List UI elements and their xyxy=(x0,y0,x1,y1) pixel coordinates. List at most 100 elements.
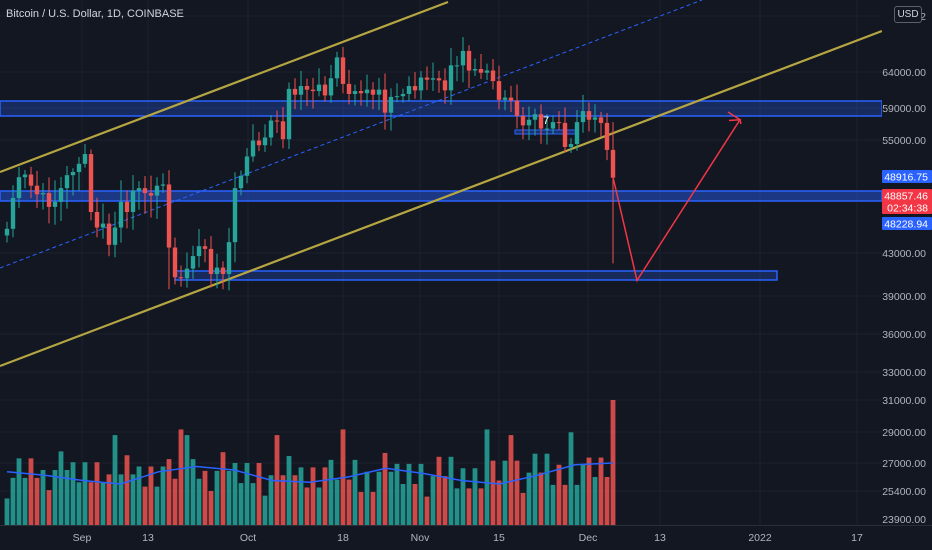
volume-bar xyxy=(268,475,274,525)
volume-bar xyxy=(10,477,16,525)
volume-bar xyxy=(424,496,430,525)
price-tick-label: 64000.00 xyxy=(882,67,926,79)
candle-body xyxy=(568,144,574,147)
candle-body xyxy=(190,256,196,269)
volume-bar xyxy=(16,458,22,525)
candle-body xyxy=(94,211,100,228)
volume-bar xyxy=(586,457,592,525)
time-tick-label: Sep xyxy=(73,532,92,544)
price-tick-label: 39000.00 xyxy=(882,291,926,303)
volume-bar xyxy=(94,462,100,525)
time-axis: Sep 13 Oct 18 Nov 15 Dec 13 2022 17 xyxy=(0,525,932,550)
volume-bar xyxy=(544,453,550,525)
candle-body xyxy=(178,277,184,279)
candle-body xyxy=(364,89,370,94)
volume-bar xyxy=(148,466,154,525)
volume-bar xyxy=(328,459,334,525)
volume-bar xyxy=(244,463,250,525)
candle-body xyxy=(124,201,130,212)
volume-bar xyxy=(430,476,436,525)
volume-bar xyxy=(550,484,556,525)
candle-body xyxy=(610,149,616,178)
volume-bar xyxy=(214,470,220,525)
candle-body xyxy=(256,140,262,146)
volume-bar xyxy=(298,467,304,525)
candle-body xyxy=(310,89,316,92)
candle-body xyxy=(400,93,406,97)
time-tick-label: 13 xyxy=(142,532,154,544)
volume-bar xyxy=(256,463,262,525)
volume-bar xyxy=(502,460,508,525)
volume-bar xyxy=(280,475,286,525)
candle-body xyxy=(238,175,244,189)
candle-body xyxy=(478,69,484,73)
price-tick-label: 27000.00 xyxy=(882,458,926,470)
lower-channel-line xyxy=(0,29,883,368)
candle-body xyxy=(208,248,214,274)
mini-zone xyxy=(514,129,578,135)
price-tag-label: 48228.94 xyxy=(884,219,928,231)
candle-body xyxy=(244,156,250,176)
candle-body xyxy=(532,114,538,120)
candle-body xyxy=(334,57,340,79)
volume-bar xyxy=(160,466,166,525)
volume-bar xyxy=(286,456,292,525)
candle-body xyxy=(322,84,328,96)
volume-moving-average-line xyxy=(6,462,614,485)
price-tick-label: 43000.00 xyxy=(882,248,926,260)
volume-bar xyxy=(478,488,484,525)
volume-bar xyxy=(292,475,298,525)
volume-bar xyxy=(220,452,226,525)
annotation-marker: 7 xyxy=(543,115,549,127)
volume-bar xyxy=(202,470,208,525)
candle-body xyxy=(196,246,202,257)
trend-channel-lines xyxy=(0,0,883,368)
candle-body xyxy=(496,81,502,100)
volume-bar xyxy=(334,479,340,525)
volume-bar xyxy=(406,463,412,525)
price-tick-label: 23900.00 xyxy=(882,514,926,526)
candle-body xyxy=(424,77,430,80)
candle-body xyxy=(448,65,454,91)
candlestick-series xyxy=(4,37,616,291)
volume-bar xyxy=(166,459,172,525)
time-tick-label: 2022 xyxy=(748,532,772,544)
volume-bar xyxy=(574,484,580,525)
volume-bar xyxy=(70,462,76,525)
price-tick-label: 31000.00 xyxy=(882,395,926,407)
candle-body xyxy=(4,228,10,236)
volume-bar xyxy=(226,470,232,525)
price-tag xyxy=(882,217,932,230)
candle-body xyxy=(88,154,94,212)
volume-bar xyxy=(142,486,148,525)
mid-channel-line xyxy=(0,0,703,269)
volume-bar xyxy=(532,453,538,525)
volume-bar xyxy=(496,480,502,525)
price-tag-label: 48857.46 xyxy=(884,191,928,203)
candle-body xyxy=(388,96,394,113)
volume-bar xyxy=(580,464,586,525)
price-tick-label: 25400.00 xyxy=(882,486,926,498)
volume-bar xyxy=(124,455,130,525)
candle-body xyxy=(22,174,28,178)
support-zone xyxy=(174,270,778,281)
candle-body xyxy=(262,137,268,146)
volume-bar xyxy=(262,495,268,525)
candle-body xyxy=(142,188,148,194)
candle-body xyxy=(358,91,364,94)
volume-bar xyxy=(460,468,466,525)
candle-body xyxy=(436,78,442,81)
candle-body xyxy=(76,163,82,172)
volume-bar xyxy=(28,458,34,525)
candle-body xyxy=(58,188,64,202)
candle-body xyxy=(82,154,88,164)
volume-bar xyxy=(562,484,568,525)
currency-selector[interactable]: USD xyxy=(894,6,922,23)
candle-body xyxy=(514,100,520,116)
candle-body xyxy=(172,247,178,278)
volume-bar xyxy=(412,484,418,525)
candle-body xyxy=(214,267,220,274)
candle-body xyxy=(370,89,376,95)
volume-bar xyxy=(238,483,244,525)
